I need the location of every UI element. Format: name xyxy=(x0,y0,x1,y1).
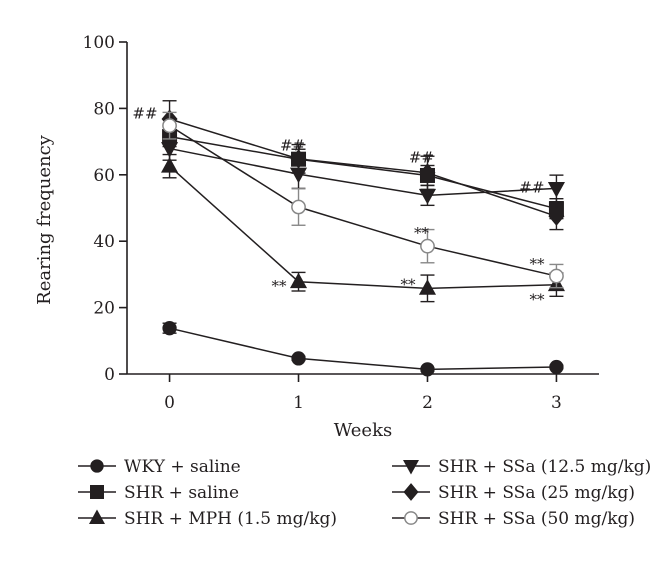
data-point xyxy=(291,351,306,366)
series-2 xyxy=(162,125,564,220)
x-axis-title: Weeks xyxy=(334,420,392,441)
legend-item: SHR + SSa (12.5 mg/kg) xyxy=(392,457,651,477)
legend-marker xyxy=(403,483,419,501)
series-5 xyxy=(161,100,565,231)
legend-marker xyxy=(89,509,105,525)
x-tick-label: 1 xyxy=(293,393,304,413)
significance-mark: ** xyxy=(414,224,430,242)
y-tick-label: 20 xyxy=(93,299,115,319)
significance-mark: ## xyxy=(132,104,157,122)
y-axis-title: Rearing frequency xyxy=(34,134,55,304)
data-point xyxy=(161,157,179,173)
y-tick-label: 60 xyxy=(93,166,115,186)
series-line xyxy=(169,165,557,290)
legend-marker xyxy=(404,511,418,525)
series-line xyxy=(169,125,557,277)
series-line xyxy=(169,118,557,218)
legend-label: SHR + SSa (25 mg/kg) xyxy=(438,483,635,503)
legend-label: SHR + MPH (1.5 mg/kg) xyxy=(124,509,337,529)
significance-mark: ## xyxy=(280,137,305,155)
series-1 xyxy=(162,321,564,377)
x-tick-label: 0 xyxy=(164,393,175,413)
significance-mark: ** xyxy=(400,275,416,293)
data-point xyxy=(418,279,437,295)
data-point xyxy=(549,359,564,375)
y-tick-label: 100 xyxy=(83,33,115,53)
y-tick-label: 40 xyxy=(93,232,115,252)
significance-mark: ** xyxy=(529,255,545,273)
legend-item: SHR + SSa (25 mg/kg) xyxy=(392,483,635,503)
series-layer xyxy=(161,100,565,377)
legend-label: SHR + SSa (12.5 mg/kg) xyxy=(438,457,651,477)
y-tick-label: 80 xyxy=(93,99,115,119)
legend-item: WKY + saline xyxy=(78,457,241,477)
x-tick-label: 2 xyxy=(422,393,433,413)
data-point xyxy=(548,206,565,226)
data-point xyxy=(291,199,306,215)
series-line xyxy=(169,135,557,210)
annotation-layer: ## ## ## ## ** ** ** ** ** xyxy=(132,104,545,308)
data-point xyxy=(419,163,436,183)
legend-item: SHR + MPH (1.5 mg/kg) xyxy=(78,509,337,529)
legend-label: WKY + saline xyxy=(124,457,241,477)
y-tick-label: 0 xyxy=(104,365,115,385)
series-line xyxy=(169,147,557,197)
data-point xyxy=(547,181,565,198)
data-point xyxy=(162,321,177,336)
x-tick-label: 3 xyxy=(551,393,562,413)
significance-mark: ## xyxy=(409,149,434,167)
legend-marker xyxy=(90,485,104,499)
data-point xyxy=(420,362,435,377)
legend-item: SHR + SSa (50 mg/kg) xyxy=(392,509,635,529)
significance-mark: ** xyxy=(529,290,545,308)
data-point xyxy=(162,118,177,134)
legend-marker xyxy=(403,459,419,475)
axes: 0 20 40 60 80 100 0 1 2 3 xyxy=(83,33,599,413)
legend-label: SHR + SSa (50 mg/kg) xyxy=(438,509,635,529)
series-6 xyxy=(162,111,564,289)
data-point xyxy=(289,272,308,289)
data-point xyxy=(161,142,179,158)
legend: WKY + saline SHR + saline SHR + MPH (1.5 m… xyxy=(78,457,651,529)
legend-item: SHR + saline xyxy=(78,483,239,503)
legend-marker xyxy=(90,459,104,473)
legend-label: SHR + saline xyxy=(124,483,239,503)
series-line xyxy=(169,327,557,371)
data-point xyxy=(290,149,307,169)
data-point xyxy=(418,188,437,205)
data-point xyxy=(420,238,435,254)
data-point xyxy=(549,268,564,284)
series-3 xyxy=(161,153,565,303)
significance-mark: ** xyxy=(272,277,288,295)
significance-mark: ## xyxy=(519,178,544,196)
